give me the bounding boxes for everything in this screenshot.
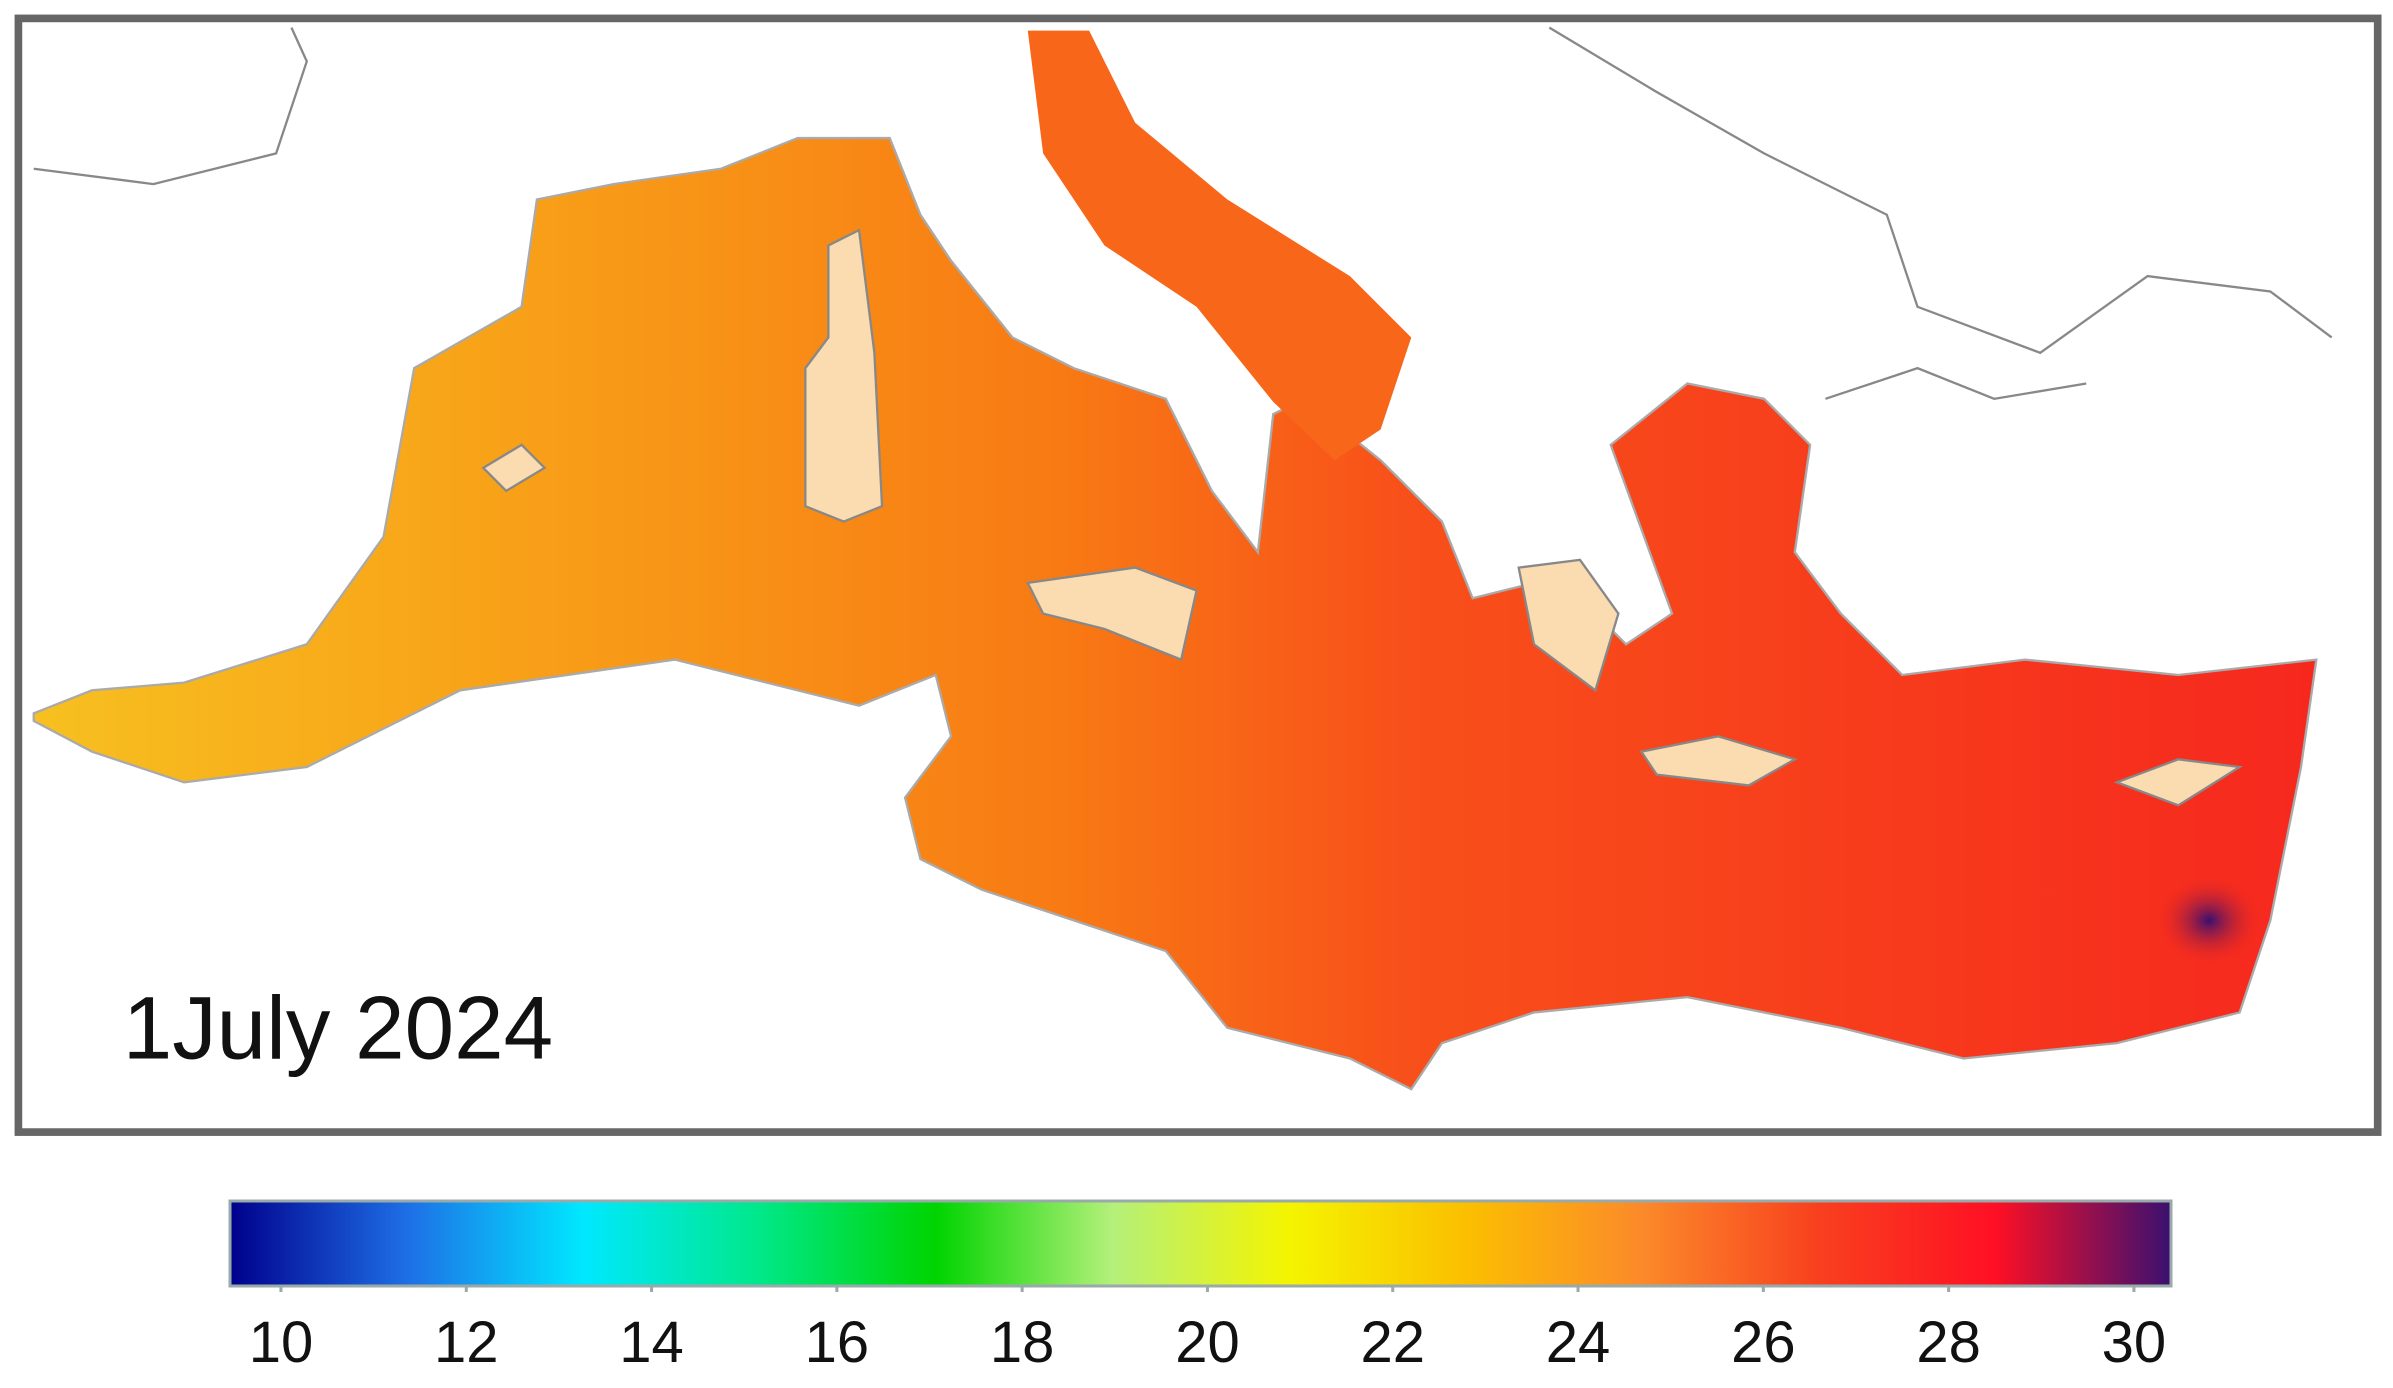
tick-label: 18 [990,1310,1055,1375]
coastlines [33,26,2333,401]
sea-adriatic [1027,30,1412,461]
tick-label: 10 [249,1310,314,1375]
tick-label: 26 [1731,1310,1796,1375]
tick-label: 14 [619,1310,684,1375]
tick-label: 16 [805,1310,870,1375]
tick-label: 22 [1360,1310,1425,1375]
tick-label: 20 [1175,1310,1240,1375]
tick-label: 12 [434,1310,499,1375]
tick-label: 24 [1546,1310,1611,1375]
date-label: 1July 2024 [123,977,553,1077]
hot-spot [2155,874,2263,967]
tick-label: 28 [1916,1310,1981,1375]
tick-label: 30 [2102,1310,2167,1375]
islands [481,228,2243,807]
colorbar [228,1199,2173,1288]
map: 1July 2024 [14,14,2382,1136]
